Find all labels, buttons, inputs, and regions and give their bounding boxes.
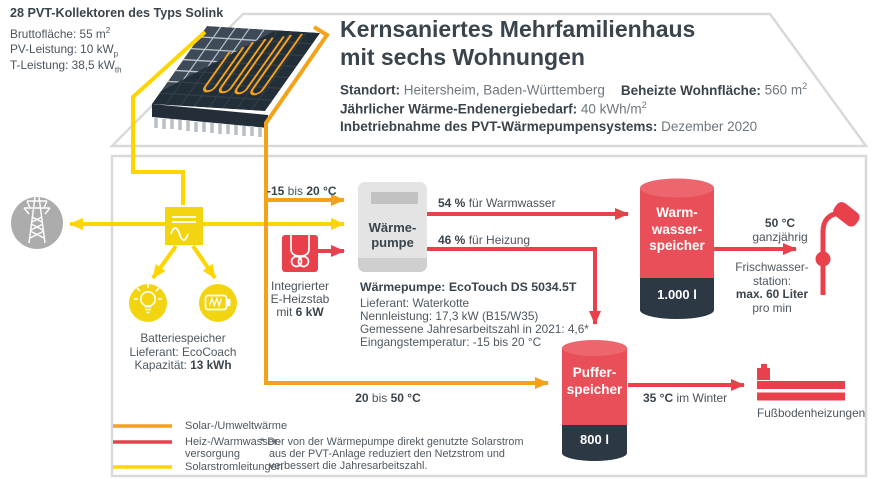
- solar-heat-wires: [264, 25, 549, 389]
- house-body-outline: [110, 154, 868, 478]
- page-title-line1: Kernsaniertes Mehrfamilienhaus: [340, 16, 696, 42]
- buffer-out-temp-label: 35 °C im Winter: [643, 391, 728, 405]
- electricity-use-lightbulb-icon: [129, 284, 167, 322]
- page-title-line2: mit sechs Wohnungen: [340, 44, 585, 70]
- panel-thermal-coils: [203, 33, 304, 96]
- warmwasserspeicher-capacity: 1.000 l: [657, 287, 697, 302]
- power-grid-pylon-icon: [11, 179, 63, 249]
- input-temp-label: -15 bis 20 °C: [267, 184, 337, 198]
- collector-t-power: T-Leistung: 38,5 kWth: [10, 58, 122, 75]
- warmwasserspeicher-label: Warm-wasser-speicher: [649, 205, 705, 253]
- header-location-line: Standort: Heitersheim, Baden-Württemberg…: [340, 81, 808, 98]
- heat-pump-details-title: Wärmepumpe: EcoTouch DS 5034.5T: [360, 280, 577, 294]
- header-energy-demand-line: Jährlicher Wärme-Endenergiebedarf: 40 kW…: [340, 100, 647, 117]
- collector-area: Bruttofläche: 55 m2: [10, 26, 111, 41]
- panel-thermal-area: [151, 30, 321, 112]
- legend-item-heiz-line2: versorgung: [185, 448, 241, 460]
- buffer-in-temp-label: 20 bis 50 °C: [355, 391, 421, 405]
- pufferspeicher-capacity: 800 l: [580, 432, 609, 447]
- legend-item-strom: Solarstromleitungen: [185, 461, 283, 473]
- panel-side-face: [152, 104, 268, 128]
- e-heizstab-icon: [282, 235, 318, 272]
- warmwater-share-label: 54 % für Warmwasser: [438, 196, 556, 210]
- heat-pump-label: Wärme- pumpe: [368, 220, 417, 250]
- battery-icon: [199, 284, 237, 322]
- collector-title: 28 PVT-Kollektoren des Typs Solink: [10, 6, 224, 20]
- pvt-panel-icon: [151, 26, 321, 137]
- heat-pump-details: Lieferant: Waterkotte Nennleistung: 17,3…: [360, 296, 589, 349]
- heating-share-label: 46 % für Heizung: [438, 233, 531, 247]
- shower-icon: [815, 202, 860, 295]
- battery-storage-text: Batteriespeicher Lieferant: EcoCoach Kap…: [129, 331, 237, 372]
- floor-heating-label: Fußbodenheizungen: [757, 406, 866, 420]
- solar-power-wires: [69, 30, 345, 280]
- pufferspeicher-label: Puffer-speicher: [566, 365, 623, 397]
- footnote: * Der von der Wärmepumpe direkt genutzte…: [260, 436, 524, 472]
- header-commissioning-line: Inbetriebnahme des PVT-Wärmepumpensystem…: [340, 119, 758, 134]
- heating-water-lines: [318, 208, 797, 391]
- legend-item-solar: Solar-/Umweltwärme: [185, 420, 288, 432]
- warmwasserspeicher-tank: [640, 178, 714, 319]
- e-heizstab-label: Integrierter E-Heizstab mit 6 kW: [270, 279, 330, 319]
- floor-heating-icon: [757, 364, 845, 401]
- ww-out-temp-label: 50 °C ganzjährig: [752, 216, 808, 244]
- pufferspeicher-tank: [562, 340, 627, 461]
- legend-item-heiz-line1: Heiz-/Warmwasser-: [185, 436, 282, 448]
- inverter-icon: [165, 207, 203, 245]
- collector-pv-power: PV-Leistung: 10 kWp: [10, 42, 119, 59]
- heat-pump-icon: [358, 182, 427, 272]
- panel-fins: [154, 118, 262, 137]
- freshwater-station-text: Frischwasser- station: max. 60 Liter pro…: [735, 260, 809, 315]
- legend-swatches: [113, 424, 172, 469]
